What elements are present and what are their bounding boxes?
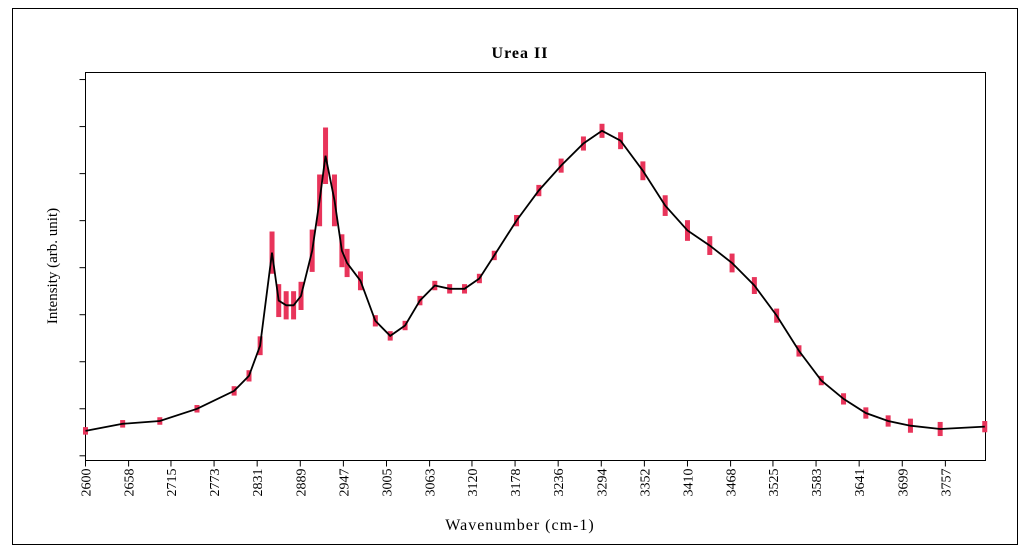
x-tick-label: 2600 xyxy=(80,469,95,497)
x-tick-label: 3583 xyxy=(810,469,825,497)
x-tick-label: 2715 xyxy=(165,469,180,497)
x-tick-label: 3410 xyxy=(681,469,696,497)
x-tick-label: 3352 xyxy=(638,469,653,497)
chart-title: Urea II xyxy=(492,45,549,62)
x-tick-label: 3641 xyxy=(853,469,868,497)
outer-border xyxy=(12,8,1018,545)
x-tick-label: 2947 xyxy=(337,469,352,497)
x-tick-label: 3525 xyxy=(767,469,782,497)
x-tick-label: 2658 xyxy=(123,469,138,497)
x-tick-label: 3120 xyxy=(466,469,481,497)
x-tick-label: 3699 xyxy=(896,469,911,497)
x-tick-label: 3005 xyxy=(380,469,395,497)
data-line xyxy=(85,129,985,432)
y-axis-label: Intensity (arb. unit) xyxy=(45,208,61,324)
x-tick-label: 3294 xyxy=(595,469,610,497)
x-tick-label: 3063 xyxy=(424,469,439,497)
x-tick-label: 2889 xyxy=(294,469,309,497)
x-axis-label: Wavenumber (cm-1) xyxy=(445,517,594,534)
x-tick-label: 3757 xyxy=(939,469,954,497)
x-tick-label: 3178 xyxy=(509,469,524,497)
x-tick-label: 3236 xyxy=(552,469,567,497)
x-tick-label: 3468 xyxy=(725,469,740,497)
plot-frame xyxy=(85,72,986,461)
x-tick-label: 2831 xyxy=(251,469,266,497)
x-tick-label: 2773 xyxy=(208,469,223,497)
